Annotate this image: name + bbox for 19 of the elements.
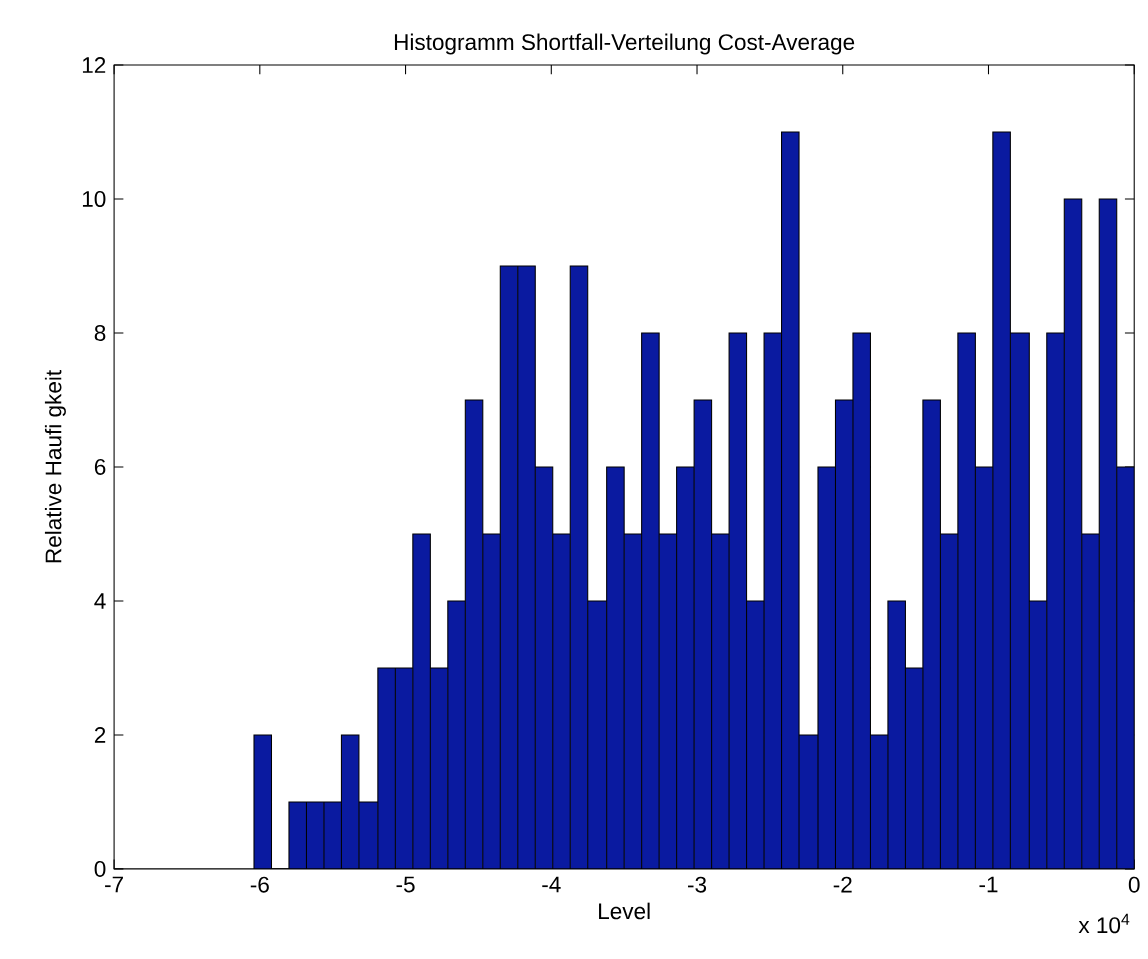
- x-tick-label: -1: [979, 876, 998, 893]
- x-tick-label: -5: [396, 876, 415, 893]
- y-tick-label: 12: [82, 57, 106, 73]
- y-tick-label: 4: [94, 593, 106, 609]
- y-axis-title: Relative Haufi gkeit: [44, 369, 66, 563]
- chart-title: Histogramm Shortfall-Verteilung Cost-Average: [394, 33, 855, 55]
- x-axis-title: Level: [599, 902, 650, 920]
- x-tick-label: -3: [687, 876, 707, 893]
- y-tick-label: 2: [94, 726, 106, 743]
- y-tick-label: 6: [94, 458, 106, 475]
- x-tick-label: -6: [250, 876, 269, 893]
- y-tick-label: 8: [94, 324, 106, 341]
- x-tick-label: -4: [542, 876, 561, 893]
- y-tick-label: 0: [94, 860, 106, 877]
- text: x 10$^{4}$: [1078, 913, 1130, 934]
- x-tick-label: 0: [1128, 876, 1140, 893]
- x-tick-label: -2: [833, 876, 852, 893]
- x-tick-label: -7: [105, 876, 123, 893]
- y-tick-label: 10: [82, 190, 106, 207]
